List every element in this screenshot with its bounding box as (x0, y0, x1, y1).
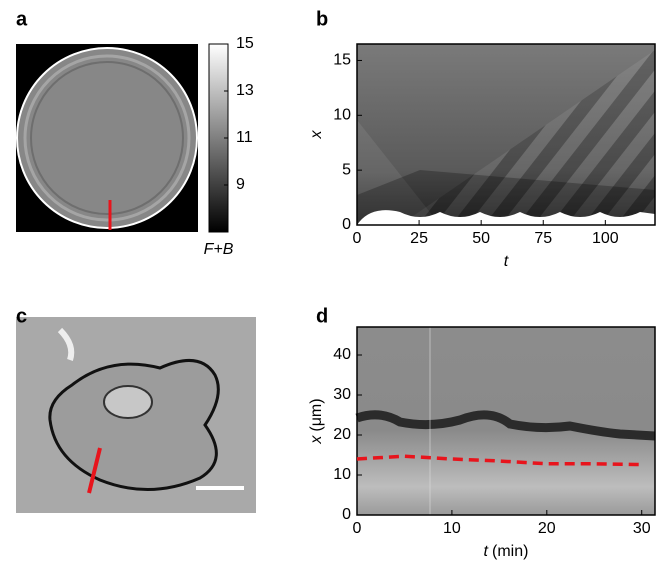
x-tick-label: 0 (353, 230, 362, 247)
plot-frame (356, 326, 656, 516)
colorbar-label: F+B (204, 241, 234, 258)
panel-label: c (16, 305, 27, 327)
panel-d-image (355, 327, 656, 515)
y-tick-label: 30 (333, 386, 351, 403)
y-tick-label: 0 (342, 506, 351, 523)
x-tick-label: 30 (633, 520, 651, 537)
plot-frame (356, 43, 656, 226)
y-tick-label: 10 (333, 107, 351, 124)
x-tick-label: 50 (472, 230, 490, 247)
y-tick-label: 10 (333, 466, 351, 483)
y-tick-label: 11 (236, 129, 253, 146)
y-axis-variable: x (308, 130, 325, 140)
panel-a-image (16, 44, 198, 232)
y-tick-label: 20 (333, 426, 351, 443)
x-tick-label: 0 (353, 520, 362, 537)
x-axis-label: t (504, 253, 509, 270)
x-axis-label: t (min) (484, 543, 529, 560)
y-tick-label: 9 (236, 176, 245, 193)
y-tick-label: 0 (342, 216, 351, 233)
x-tick-label: 10 (443, 520, 461, 537)
x-axis-unit: (min) (492, 543, 528, 560)
x-tick-label: 20 (538, 520, 556, 537)
x-axis-variable: t (504, 253, 509, 270)
panel-c-image (16, 317, 256, 513)
panel-label: d (316, 305, 328, 327)
y-tick-label: 13 (236, 82, 254, 99)
y-axis-label: x (308, 130, 325, 140)
x-axis-variable: t (484, 543, 489, 560)
y-tick-label: 40 (333, 346, 351, 363)
panel-label: b (316, 8, 328, 30)
panel-label: a (16, 8, 28, 30)
y-axis-label: x (μm) (308, 398, 325, 444)
x-tick-label: 75 (534, 230, 552, 247)
y-axis-variable: x (308, 435, 325, 445)
y-axis-unit: (μm) (308, 398, 325, 431)
y-tick-label: 15 (333, 52, 351, 69)
y-tick-label: 5 (342, 161, 351, 178)
panel-b-image (357, 44, 655, 225)
x-tick-label: 100 (592, 230, 619, 247)
x-tick-label: 25 (410, 230, 428, 247)
y-tick-label: 15 (236, 35, 254, 52)
